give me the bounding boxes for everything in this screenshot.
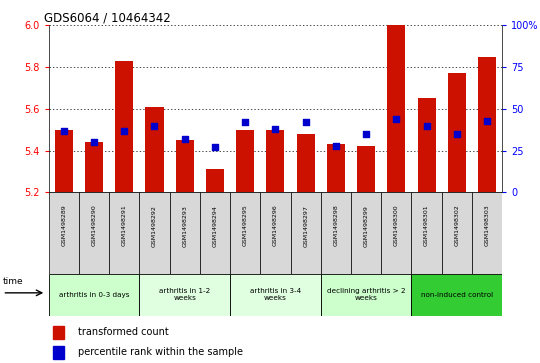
Bar	[472, 192, 502, 274]
Text: GSM1498296: GSM1498296	[273, 205, 278, 246]
Text: GSM1498291: GSM1498291	[122, 205, 127, 246]
Bar	[200, 192, 230, 274]
Text: GSM1498300: GSM1498300	[394, 205, 399, 246]
Bar	[266, 130, 285, 192]
Text: GSM1498290: GSM1498290	[91, 205, 97, 246]
Point	[422, 123, 431, 129]
Bar	[139, 192, 170, 274]
Bar	[49, 274, 139, 316]
Bar	[49, 192, 79, 274]
Point	[483, 118, 491, 123]
Text: time: time	[3, 277, 23, 286]
Text: GSM1498293: GSM1498293	[182, 205, 187, 246]
Bar	[291, 192, 321, 274]
Bar	[327, 144, 345, 192]
Point	[90, 139, 98, 145]
Text: GSM1498302: GSM1498302	[454, 205, 460, 246]
Text: GSM1498298: GSM1498298	[333, 205, 339, 246]
Bar	[53, 326, 64, 339]
Text: GDS6064 / 10464342: GDS6064 / 10464342	[44, 11, 171, 24]
Bar	[230, 192, 260, 274]
Text: arthritis in 1-2
weeks: arthritis in 1-2 weeks	[159, 289, 210, 301]
Text: percentile rank within the sample: percentile rank within the sample	[78, 347, 243, 357]
Bar	[260, 192, 291, 274]
Point	[453, 131, 461, 137]
Point	[59, 128, 68, 134]
Point	[301, 119, 310, 125]
Point	[241, 119, 249, 125]
Bar	[109, 192, 139, 274]
Bar	[448, 73, 466, 192]
Text: arthritis in 3-4
weeks: arthritis in 3-4 weeks	[250, 289, 301, 301]
Text: transformed count: transformed count	[78, 327, 169, 337]
Point	[392, 116, 401, 122]
Bar	[417, 98, 436, 192]
Point	[180, 136, 189, 142]
Bar	[478, 57, 496, 192]
Text: non-induced control: non-induced control	[421, 292, 493, 298]
Text: declining arthritis > 2
weeks: declining arthritis > 2 weeks	[327, 289, 406, 301]
Bar	[351, 192, 381, 274]
Bar	[145, 107, 164, 192]
Bar	[357, 147, 375, 192]
Text: arthritis in 0-3 days: arthritis in 0-3 days	[59, 292, 129, 298]
Bar	[85, 142, 103, 192]
Point	[332, 143, 340, 148]
Point	[150, 123, 159, 129]
Bar	[206, 170, 224, 192]
Bar	[115, 61, 133, 192]
Bar	[411, 274, 502, 316]
Bar	[236, 130, 254, 192]
Text: GSM1498292: GSM1498292	[152, 205, 157, 246]
Bar	[387, 25, 406, 192]
Point	[120, 128, 129, 134]
Bar	[170, 192, 200, 274]
Bar	[321, 274, 411, 316]
Bar	[296, 134, 315, 192]
Text: GSM1498299: GSM1498299	[363, 205, 369, 246]
Bar	[53, 346, 64, 359]
Text: GSM1498301: GSM1498301	[424, 205, 429, 246]
Bar	[79, 192, 109, 274]
Text: GSM1498295: GSM1498295	[242, 205, 248, 246]
Bar	[442, 192, 472, 274]
Bar	[55, 130, 73, 192]
Point	[362, 131, 370, 137]
Point	[271, 126, 280, 132]
Bar	[321, 192, 351, 274]
Text: GSM1498297: GSM1498297	[303, 205, 308, 246]
Bar	[411, 192, 442, 274]
Text: GSM1498303: GSM1498303	[484, 205, 490, 246]
Bar	[176, 140, 194, 192]
Point	[211, 144, 219, 150]
Text: GSM1498289: GSM1498289	[61, 205, 66, 246]
Text: GSM1498294: GSM1498294	[212, 205, 218, 246]
Bar	[381, 192, 411, 274]
Bar	[139, 274, 230, 316]
Bar	[230, 274, 321, 316]
